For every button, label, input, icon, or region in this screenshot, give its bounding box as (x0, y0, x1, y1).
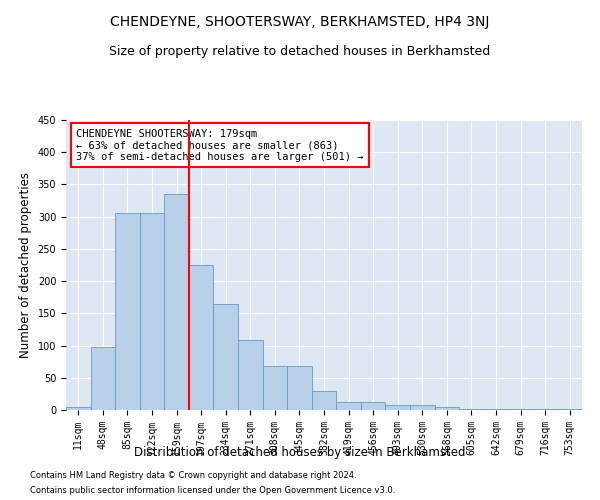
Bar (287, 366, 312, 410)
Bar (66, 407, 91, 410)
Bar (164, 194, 189, 410)
Bar (361, 402, 385, 410)
Bar (434, 408, 459, 410)
Bar (263, 366, 287, 410)
Bar (410, 405, 434, 410)
Bar (336, 402, 361, 410)
Bar (238, 340, 263, 410)
Text: Contains public sector information licensed under the Open Government Licence v3: Contains public sector information licen… (30, 486, 395, 495)
Bar (189, 265, 214, 410)
Text: CHENDEYNE SHOOTERSWAY: 179sqm
← 63% of detached houses are smaller (863)
37% of : CHENDEYNE SHOOTERSWAY: 179sqm ← 63% of d… (76, 128, 364, 162)
Bar (91, 347, 115, 410)
Bar (115, 214, 140, 410)
Bar (140, 214, 164, 410)
Text: Contains HM Land Registry data © Crown copyright and database right 2024.: Contains HM Land Registry data © Crown c… (30, 471, 356, 480)
Bar (214, 304, 238, 410)
Text: Distribution of detached houses by size in Berkhamsted: Distribution of detached houses by size … (134, 446, 466, 459)
Text: CHENDEYNE, SHOOTERSWAY, BERKHAMSTED, HP4 3NJ: CHENDEYNE, SHOOTERSWAY, BERKHAMSTED, HP4… (110, 15, 490, 29)
Bar (312, 390, 336, 410)
Bar (385, 405, 410, 410)
Y-axis label: Number of detached properties: Number of detached properties (19, 172, 32, 358)
Text: Size of property relative to detached houses in Berkhamsted: Size of property relative to detached ho… (109, 45, 491, 58)
